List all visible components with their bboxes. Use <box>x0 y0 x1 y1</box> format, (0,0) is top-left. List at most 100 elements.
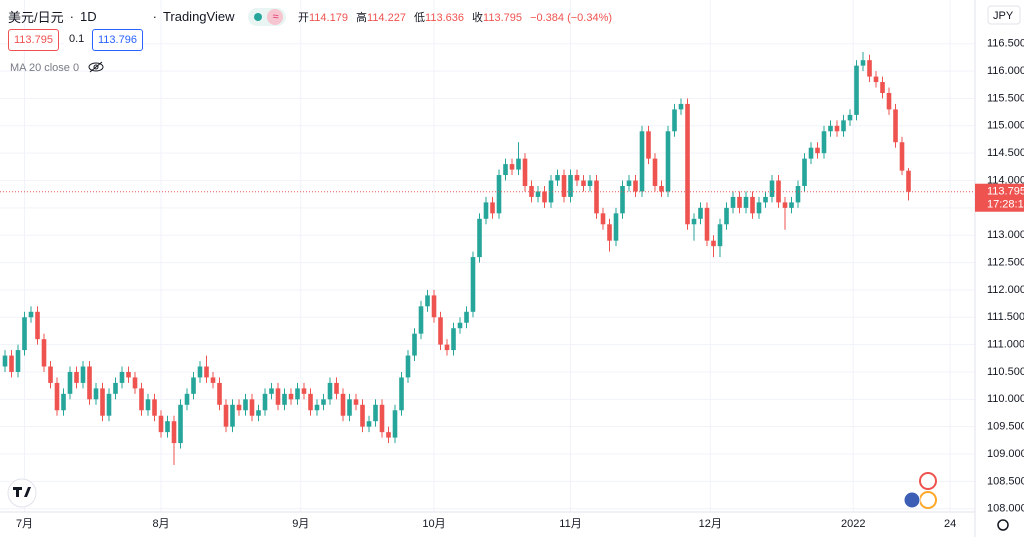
candle-body <box>613 213 619 241</box>
candle-body <box>204 366 209 378</box>
candle-body <box>9 355 14 372</box>
y-tick-label: 112.500 <box>987 256 1024 268</box>
candle-body <box>782 202 788 208</box>
candle-body <box>886 92 892 110</box>
price-tag-label: 113.795 <box>987 186 1024 198</box>
sell-button[interactable]: 113.795 <box>8 29 59 51</box>
candle-body <box>321 399 326 405</box>
candle-body <box>535 191 541 197</box>
candle-body <box>171 421 177 444</box>
y-tick-label: 108.000 <box>987 503 1024 515</box>
x-tick-label: 12月 <box>699 518 722 530</box>
candle-body <box>893 109 898 143</box>
candle-body <box>295 388 300 400</box>
candle-body <box>230 404 235 427</box>
candle-body <box>860 60 866 66</box>
candle-body <box>197 366 203 378</box>
y-tick-label: 110.500 <box>987 366 1024 378</box>
candle-body <box>139 388 144 411</box>
dot: · <box>152 9 157 24</box>
label: 开 <box>298 12 309 24</box>
candle-body <box>483 202 489 219</box>
y-tick-label: 114.000 <box>987 174 1024 186</box>
y-tick-label: 110.000 <box>987 393 1024 405</box>
candle-body <box>249 399 255 416</box>
candle-body <box>366 421 372 427</box>
change: −0.384 (−0.34%) <box>530 12 613 24</box>
event-icon <box>919 472 937 490</box>
currency-button <box>987 5 1021 25</box>
candle-body <box>288 393 294 400</box>
candle-body <box>587 180 593 186</box>
candle-body <box>594 180 599 214</box>
candle-body <box>581 180 586 186</box>
close: 113.795 <box>483 12 522 24</box>
candle-body <box>639 131 645 192</box>
candle-body <box>626 180 632 186</box>
candle-body <box>821 131 827 154</box>
candle-body <box>691 218 697 225</box>
candle-body <box>444 344 450 351</box>
candle-body <box>360 404 365 427</box>
price-tag <box>975 183 1024 212</box>
candle-body <box>750 196 755 214</box>
candle-body <box>516 158 521 170</box>
candle-body <box>457 322 463 329</box>
settings-icon[interactable] <box>997 519 1009 531</box>
y-tick-label: 115.500 <box>987 92 1024 104</box>
x-tick-label: 10月 <box>422 518 445 530</box>
candle-body <box>80 366 86 383</box>
candle-body <box>15 350 21 372</box>
ohlc-legend: 开114.179 高114.227 低113.636 收113.795 −0.3… <box>298 9 617 25</box>
candle-body <box>509 164 515 170</box>
candle-body <box>178 404 183 444</box>
candle-body <box>678 103 684 110</box>
candle-body <box>373 404 378 422</box>
buy-button[interactable]: 113.796 <box>92 29 143 51</box>
tv-logo <box>7 478 37 508</box>
candle-body <box>217 382 222 405</box>
hide-icon[interactable] <box>88 61 104 73</box>
candle-body <box>48 366 53 383</box>
symbol-bar: 美元/日元 · 1D · TradingView ≈ <box>8 7 287 26</box>
candle-body <box>776 180 781 203</box>
candle-body <box>737 196 742 208</box>
candle-body <box>106 393 112 416</box>
candle-body <box>35 311 40 340</box>
candle-body <box>841 120 846 132</box>
candle-body <box>438 317 443 345</box>
candle-body <box>834 125 840 132</box>
tv-logo-mark <box>13 487 31 497</box>
candle-body <box>145 399 151 411</box>
y-tick-label: 116.500 <box>987 38 1024 50</box>
candle-body <box>210 377 216 383</box>
x-tick-label: 7月 <box>16 518 33 530</box>
candle-body <box>41 339 47 367</box>
candle-body <box>412 333 417 356</box>
indicator: MA 20 close 0 <box>10 59 104 74</box>
candle-body <box>880 82 885 93</box>
candle-body <box>847 114 853 121</box>
candle-body <box>672 109 677 132</box>
low: 113.636 <box>425 12 464 24</box>
interval[interactable]: 1D <box>79 9 97 24</box>
candle-body <box>802 158 807 186</box>
delay-icon: ≈ <box>267 8 284 25</box>
candle-body <box>542 191 547 203</box>
candle-body <box>334 382 339 394</box>
candle-body <box>405 355 411 378</box>
candle-body <box>665 131 671 192</box>
label: 低 <box>414 12 426 24</box>
candle-body <box>711 240 716 247</box>
candle-body <box>379 404 385 433</box>
candle-body <box>87 366 92 400</box>
y-tick-label: 113.000 <box>987 229 1024 241</box>
candle-body <box>399 377 404 411</box>
candle-body <box>184 393 190 405</box>
symbol[interactable]: 美元/日元 <box>8 10 64 25</box>
label: 收 <box>472 12 484 24</box>
candle-body <box>724 207 729 225</box>
x-tick-label: 2022 <box>841 518 865 530</box>
